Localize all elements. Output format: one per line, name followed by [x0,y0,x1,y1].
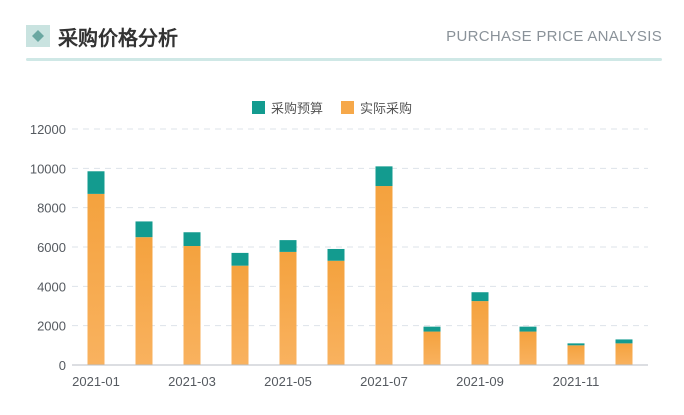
bar-budget-2021-09[interactable] [471,292,489,302]
bar-budget-2021-04[interactable] [231,252,249,266]
bars [87,166,633,365]
bar-actual-2021-05[interactable] [279,251,297,365]
x-tick-label: 2021-11 [553,374,600,389]
bar-budget-2021-01[interactable] [87,171,105,194]
bar-actual-2021-07[interactable] [375,186,393,365]
bar-actual-2021-01[interactable] [87,193,105,365]
bar-actual-2021-06[interactable] [327,260,345,365]
bar-actual-2021-11[interactable] [567,345,585,365]
y-tick-label: 0 [59,358,66,373]
y-tick-label: 6000 [37,240,66,255]
legend-item-actual[interactable]: 实际采购 [341,98,412,117]
bar-budget-2021-03[interactable] [183,232,201,247]
bar-budget-2021-07[interactable] [375,166,393,187]
x-tick-label: 2021-03 [168,374,216,389]
y-axis: 0 2000 4000 6000 8000 10000 12000 [30,122,66,373]
chart-legend: 采购预算 实际采购 [252,98,412,117]
y-tick-label: 4000 [37,279,66,294]
bar-actual-2021-03[interactable] [183,246,201,365]
title-underline [26,58,662,61]
diamond-square-icon [26,25,50,47]
chart-header: 采购价格分析 PURCHASE PRICE ANALYSIS [0,0,684,62]
x-tick-label: 2021-09 [456,374,504,389]
bar-actual-2021-09[interactable] [471,301,489,365]
bar-budget-2021-05[interactable] [279,240,297,252]
bar-budget-2021-12[interactable] [615,339,633,344]
x-tick-label: 2021-05 [264,374,312,389]
bar-actual-2021-08[interactable] [423,331,441,365]
y-tick-label: 8000 [37,201,66,216]
bar-actual-2021-10[interactable] [519,331,537,365]
x-tick-label: 2021-01 [72,374,120,389]
bar-actual-2021-12[interactable] [615,343,633,365]
legend-label-budget: 采购预算 [271,102,324,117]
bar-budget-2021-02[interactable] [135,221,153,238]
legend-item-budget[interactable]: 采购预算 [252,98,323,117]
y-tick-label: 10000 [30,161,66,176]
bar-budget-2021-10[interactable] [519,326,537,332]
bar-budget-2021-08[interactable] [423,326,441,332]
x-axis: 2021-01 2021-03 2021-05 2021-07 2021-09 2021-… [72,364,648,389]
bar-actual-2021-02[interactable] [135,237,153,365]
legend-swatch-actual [341,101,355,114]
page-subtitle: PURCHASE PRICE ANALYSIS [446,28,662,45]
x-tick-label: 2021-07 [360,374,408,389]
page-title: 采购价格分析 [58,26,178,50]
y-tick-label: 12000 [30,122,66,137]
bar-budget-2021-11[interactable] [567,343,585,346]
legend-label-actual: 实际采购 [360,102,413,117]
bar-actual-2021-04[interactable] [231,265,249,365]
y-tick-label: 2000 [37,319,66,334]
grid-lines [72,128,648,327]
bar-budget-2021-06[interactable] [327,248,345,261]
legend-swatch-budget [252,101,265,114]
